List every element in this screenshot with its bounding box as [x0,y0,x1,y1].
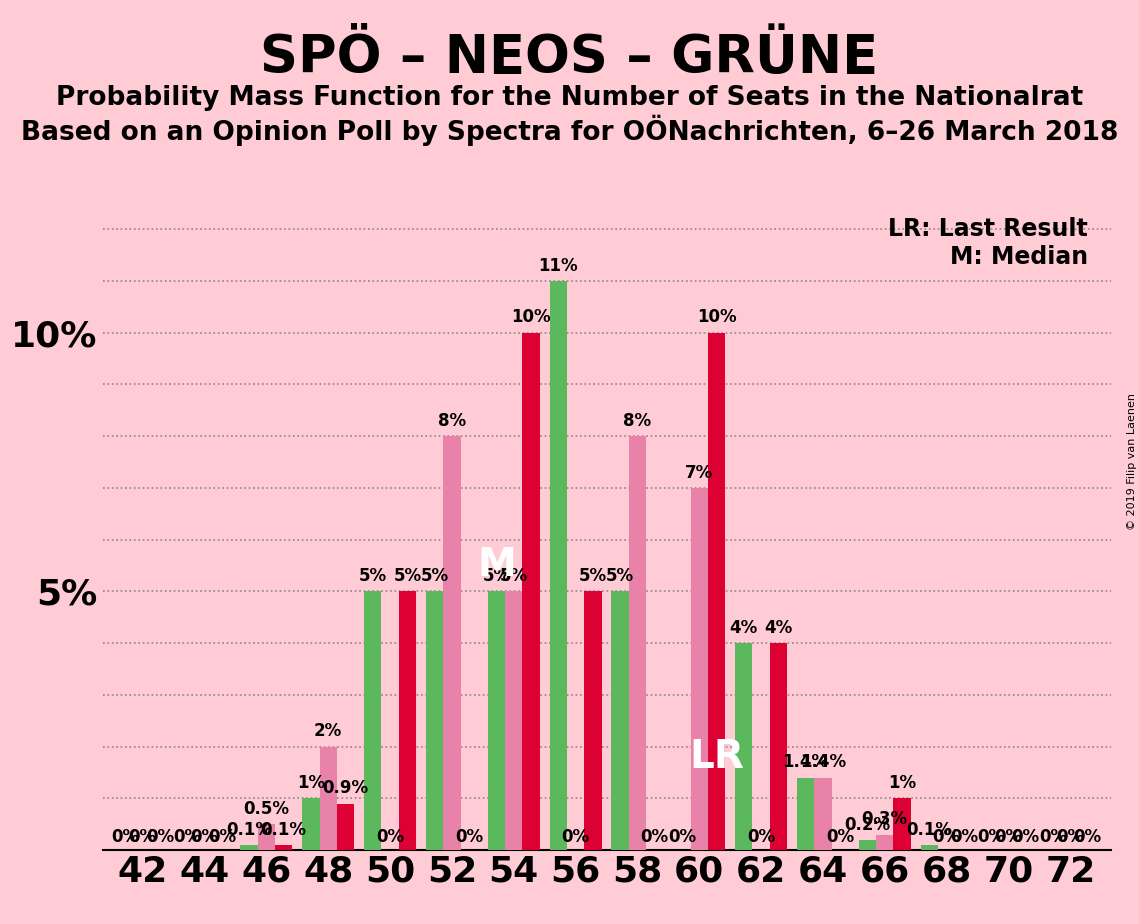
Text: Probability Mass Function for the Number of Seats in the Nationalrat: Probability Mass Function for the Number… [56,85,1083,111]
Bar [859,840,876,850]
Text: 0%: 0% [1074,828,1101,846]
Text: LR: LR [689,738,744,776]
Text: LR: Last Result: LR: Last Result [888,217,1088,241]
Text: 0%: 0% [562,828,590,846]
Text: 1%: 1% [888,774,916,792]
Bar [708,333,726,850]
Bar [876,834,893,850]
Bar [690,488,708,850]
Text: 0%: 0% [977,828,1006,846]
Bar [364,591,382,850]
Text: 0%: 0% [994,828,1023,846]
Bar [426,591,443,850]
Text: 0%: 0% [933,828,960,846]
Text: 5%: 5% [359,567,387,585]
Text: 0%: 0% [1056,828,1084,846]
Text: 2%: 2% [314,723,343,740]
Bar [550,281,567,850]
Text: © 2019 Filip van Laenen: © 2019 Filip van Laenen [1126,394,1137,530]
Text: 1%: 1% [297,774,325,792]
Bar [814,778,831,850]
Text: 0%: 0% [667,828,696,846]
Text: 0%: 0% [146,828,174,846]
Bar [399,591,416,850]
Text: 7%: 7% [686,464,713,481]
Bar [274,845,293,850]
Text: 5%: 5% [483,567,510,585]
Text: SPÖ – NEOS – GRÜNE: SPÖ – NEOS – GRÜNE [261,32,878,84]
Text: 5%: 5% [420,567,449,585]
Bar [920,845,939,850]
Text: M: M [477,546,516,585]
Text: 0%: 0% [1039,828,1067,846]
Text: 0.5%: 0.5% [244,800,289,818]
Bar [320,747,337,850]
Text: 4%: 4% [730,619,757,637]
Bar [893,798,911,850]
Text: 0%: 0% [1011,828,1040,846]
Text: 1.4%: 1.4% [782,753,829,772]
Bar [337,804,354,850]
Text: 5%: 5% [393,567,421,585]
Bar [487,591,505,850]
Text: 5%: 5% [579,567,607,585]
Text: 5%: 5% [606,567,634,585]
Bar [257,824,274,850]
Bar [584,591,601,850]
Text: 0.9%: 0.9% [322,779,369,797]
Bar [443,436,460,850]
Text: 0%: 0% [112,828,139,846]
Text: 0%: 0% [376,828,404,846]
Text: 0.1%: 0.1% [226,821,272,839]
Bar [505,591,523,850]
Bar [735,643,753,850]
Text: 4%: 4% [764,619,793,637]
Text: 0%: 0% [826,828,854,846]
Text: 5%: 5% [500,567,527,585]
Text: 0%: 0% [950,828,978,846]
Text: 10%: 10% [511,309,551,326]
Text: Based on an Opinion Poll by Spectra for OÖNachrichten, 6–26 March 2018: Based on an Opinion Poll by Spectra for … [21,115,1118,146]
Text: 8%: 8% [623,412,652,430]
Text: 10%: 10% [697,309,737,326]
Bar [240,845,257,850]
Bar [797,778,814,850]
Bar [629,436,646,850]
Text: 0.2%: 0.2% [844,816,891,833]
Bar [612,591,629,850]
Text: 0%: 0% [641,828,669,846]
Text: 0%: 0% [456,828,483,846]
Bar [523,333,540,850]
Bar [302,798,320,850]
Text: 0.3%: 0.3% [862,810,908,828]
Text: 0%: 0% [190,828,219,846]
Text: 8%: 8% [437,412,466,430]
Text: 0.1%: 0.1% [907,821,952,839]
Text: M: Median: M: Median [950,245,1088,269]
Text: 1.4%: 1.4% [800,753,846,772]
Text: 0.1%: 0.1% [261,821,306,839]
Text: 0%: 0% [747,828,776,846]
Text: 0%: 0% [173,828,202,846]
Bar [770,643,787,850]
Text: 0%: 0% [129,828,157,846]
Text: 11%: 11% [539,257,579,274]
Text: 0%: 0% [207,828,236,846]
